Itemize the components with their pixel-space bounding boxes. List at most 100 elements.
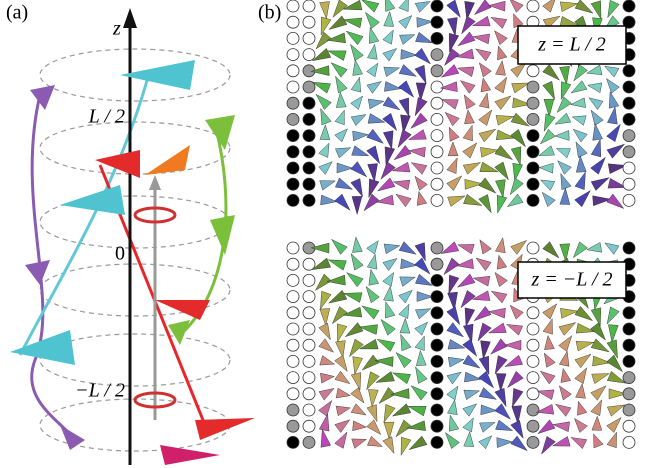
spin-cone (609, 92, 619, 109)
spin-cone (607, 107, 617, 124)
spin-cone (479, 422, 494, 432)
spin-dot (287, 16, 299, 28)
spin-cone (560, 308, 578, 318)
spin-cone (553, 422, 570, 432)
cone (160, 445, 220, 465)
spin-cone (574, 65, 588, 81)
spin-cone (594, 434, 604, 448)
spin-cone (409, 147, 426, 157)
spin-cone (353, 357, 363, 375)
spin-cone (496, 61, 506, 76)
spin-cone (591, 178, 609, 191)
spin-cone (336, 406, 350, 416)
spin-cone (561, 174, 571, 190)
spin-dot (527, 323, 539, 335)
spin-cone (351, 96, 363, 109)
spin-cone (479, 356, 489, 375)
spin-cone (457, 67, 474, 77)
spin-dot (287, 113, 299, 125)
spin-cone (383, 272, 394, 286)
spin-dot (303, 388, 315, 400)
spin-dot (623, 404, 635, 416)
spin-cone (543, 81, 555, 99)
spin-dot (431, 32, 443, 44)
spin-cone (319, 323, 331, 340)
spin-cone (335, 371, 350, 383)
spin-dot (303, 162, 315, 174)
spin-cone (559, 351, 569, 366)
spin-cone (319, 388, 334, 400)
spin-dot (303, 355, 315, 367)
spin-cone (511, 113, 529, 126)
spin-cone (347, 273, 364, 287)
spin-cone (476, 49, 491, 61)
spin-dot (431, 113, 443, 125)
spin-cone (479, 63, 491, 77)
spin-dot (623, 339, 635, 351)
spin-cone (480, 240, 491, 254)
spin-cone (332, 239, 348, 254)
spin-cone (449, 127, 459, 141)
spin-cone (553, 437, 571, 447)
spin-cone (417, 17, 433, 27)
spin-cone (512, 388, 523, 407)
spin-cone (495, 179, 505, 197)
spin-cone (464, 390, 480, 400)
axis-label: z (112, 18, 121, 40)
spin-cone (592, 374, 610, 384)
spin-cone (449, 415, 459, 431)
spin-dot (287, 355, 299, 367)
spin-dot (527, 162, 539, 174)
spin-cone (608, 325, 618, 343)
spin-cone (384, 404, 395, 422)
spin-cone (378, 178, 395, 191)
spin-dot (287, 307, 299, 319)
spin-cone (575, 306, 593, 320)
spin-cone (351, 388, 364, 403)
spin-cone (497, 255, 507, 269)
spin-cone (463, 162, 480, 174)
spin-cone (575, 354, 591, 368)
spin-cone (319, 143, 329, 157)
spin-cone (351, 162, 367, 177)
spin-dot (303, 307, 315, 319)
spin-cone (392, 162, 409, 172)
spin-cone (491, 291, 507, 303)
spin-dot (623, 0, 635, 12)
spin-cone (511, 436, 527, 451)
spin-dot (303, 178, 315, 190)
spin-cone (589, 98, 603, 110)
spin-cone (411, 113, 428, 128)
spin-cone (383, 97, 400, 110)
spin-cone (399, 98, 409, 117)
spin-cone (458, 274, 475, 287)
spin-dot (431, 194, 443, 206)
spin-dot (431, 404, 443, 416)
spin-dot (527, 65, 539, 77)
spin-cone (344, 293, 362, 303)
spin-cone (369, 269, 379, 285)
spin-cone (573, 129, 587, 142)
spin-cone (328, 260, 346, 270)
cone (60, 185, 125, 215)
spin-cone (496, 373, 506, 391)
spin-cone (448, 339, 465, 349)
spin-cone (556, 148, 570, 157)
spin-cone (447, 400, 457, 415)
spin-cone (572, 116, 586, 126)
spin-cone (383, 258, 397, 270)
spin-dot (287, 242, 299, 254)
spin-cone (409, 436, 427, 450)
spin-dot (287, 162, 299, 174)
spin-cone (448, 196, 466, 207)
spin-cone (537, 390, 554, 400)
spin-dot (287, 81, 299, 93)
spin-cone (447, 323, 464, 337)
spin-cone (495, 404, 511, 420)
spin-dot (303, 49, 315, 61)
spin-cone (394, 145, 411, 159)
spin-dot (287, 339, 299, 351)
spin-dot (527, 339, 539, 351)
spin-cone (415, 258, 430, 274)
spin-cone (593, 124, 603, 141)
